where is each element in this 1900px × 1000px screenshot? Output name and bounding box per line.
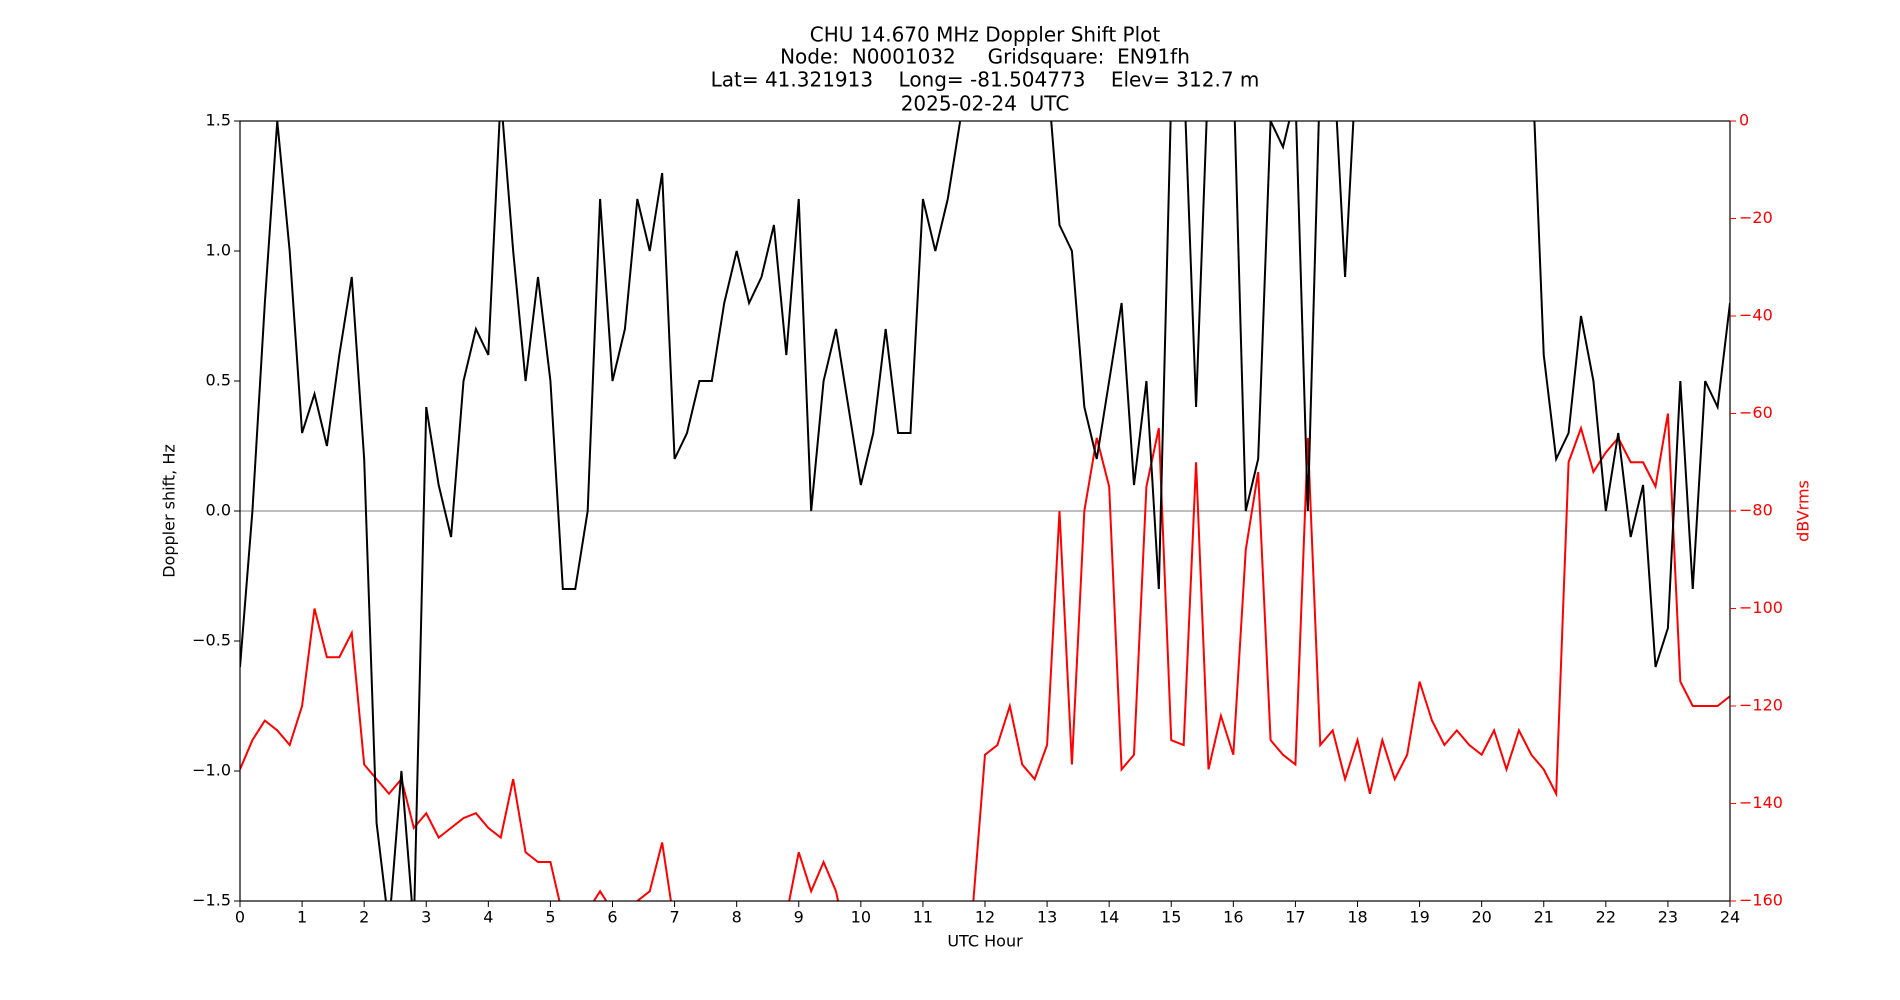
x-tick-label: 6 [607,908,617,927]
x-tick-label: 13 [1037,908,1057,927]
x-tick-label: 12 [975,908,995,927]
x-tick-label: 0 [235,908,245,927]
y-tick-label: −1.0 [192,761,231,780]
chart-title: Node: N0001032 Gridsquare: EN91fh [780,45,1190,69]
chart-title: Lat= 41.321913 Long= -81.504773 Elev= 31… [711,68,1260,92]
x-tick-label: 23 [1658,908,1678,927]
x-tick-label: 11 [913,908,933,927]
x-tick-label: 9 [794,908,804,927]
y2-tick-label: −40 [1739,306,1773,325]
chart-title: 2025-02-24 UTC [901,92,1070,116]
y-tick-label: 0.0 [206,501,231,520]
x-tick-label: 2 [359,908,369,927]
x-tick-label: 20 [1471,908,1491,927]
y-axis-label: Doppler shift, Hz [160,444,179,578]
y2-tick-label: −160 [1739,891,1783,910]
x-tick-label: 24 [1720,908,1740,927]
y-tick-label: 1.5 [206,111,231,130]
x-tick-label: 16 [1223,908,1243,927]
x-tick-label: 21 [1534,908,1554,927]
x-tick-label: 3 [421,908,431,927]
y-tick-label: −1.5 [192,891,231,910]
chart-title: CHU 14.670 MHz Doppler Shift Plot [810,23,1161,47]
x-tick-label: 22 [1596,908,1616,927]
y2-tick-label: −20 [1739,208,1773,227]
y2-tick-label: −80 [1739,501,1773,520]
data-line [240,413,1730,901]
x-tick-label: 14 [1099,908,1119,927]
x-tick-label: 15 [1161,908,1181,927]
x-tick-label: 19 [1409,908,1429,927]
y2-axis-label: dBVrms [1794,480,1813,542]
y2-tick-label: 0 [1739,111,1749,130]
x-tick-label: 1 [297,908,307,927]
x-tick-label: 10 [851,908,871,927]
y2-tick-label: −120 [1739,696,1783,715]
y-tick-label: 1.0 [206,241,231,260]
y-tick-label: 0.5 [206,371,231,390]
y2-tick-label: −100 [1739,598,1783,617]
y2-tick-label: −60 [1739,403,1773,422]
x-tick-label: 5 [545,908,555,927]
x-tick-label: 4 [483,908,493,927]
y-tick-label: −0.5 [192,631,231,650]
y2-tick-label: −140 [1739,793,1783,812]
data-line [240,121,1730,901]
x-tick-label: 8 [732,908,742,927]
x-tick-label: 18 [1347,908,1367,927]
x-tick-label: 17 [1285,908,1305,927]
x-tick-label: 7 [669,908,679,927]
x-axis-label: UTC Hour [947,932,1023,951]
